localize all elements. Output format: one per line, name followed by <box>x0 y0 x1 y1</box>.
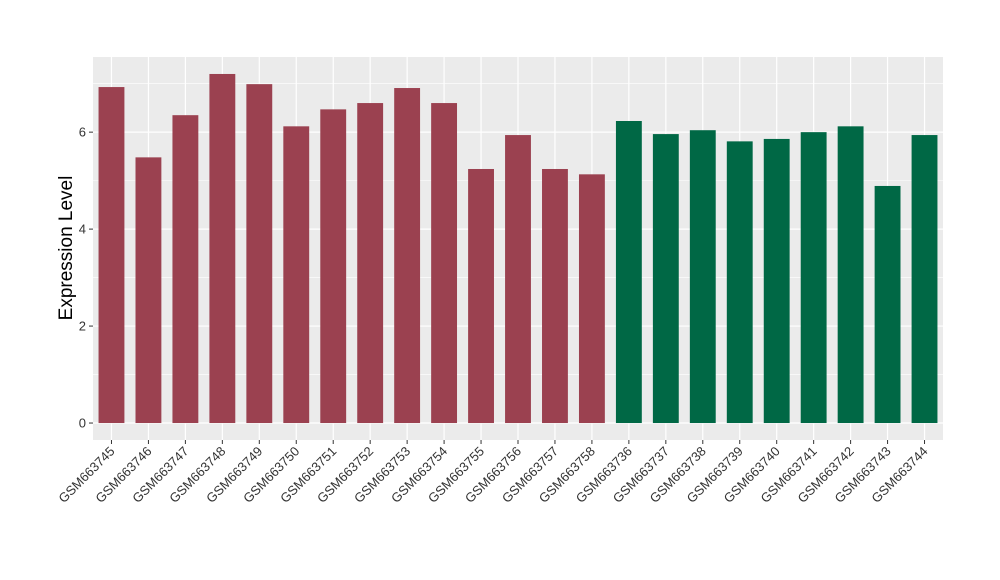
bar-GSM663743 <box>874 185 901 424</box>
bar-GSM663750 <box>283 126 310 424</box>
bar-GSM663752 <box>357 103 384 424</box>
bar-GSM663749 <box>246 84 273 424</box>
y-tick-label: 0 <box>79 416 86 431</box>
bar-GSM663744 <box>911 135 938 424</box>
y-tick-label: 4 <box>79 222 86 237</box>
bar-GSM663742 <box>837 126 864 424</box>
bar-GSM663740 <box>763 138 790 424</box>
y-axis: 0 2 4 6 <box>79 125 93 431</box>
bar-GSM663745 <box>98 87 125 424</box>
bar-GSM663748 <box>209 73 236 424</box>
bar-GSM663754 <box>431 103 458 424</box>
bar-GSM663747 <box>172 115 199 424</box>
x-axis: GSM663745GSM663746GSM663747GSM663748GSM6… <box>55 440 931 506</box>
bar-GSM663738 <box>689 130 716 424</box>
bar-GSM663736 <box>615 120 642 424</box>
bar-GSM663756 <box>505 135 531 424</box>
y-axis-title: Expression Level <box>56 176 77 321</box>
bar-GSM663758 <box>578 174 605 424</box>
bar-GSM663753 <box>394 88 421 424</box>
bar-GSM663741 <box>800 132 827 424</box>
bar-GSM663746 <box>135 157 162 424</box>
bar-GSM663737 <box>652 134 679 424</box>
bar-GSM663757 <box>542 168 568 424</box>
bars <box>98 73 938 424</box>
y-tick-label: 2 <box>79 319 86 334</box>
bar-GSM663739 <box>726 141 753 424</box>
bar-GSM663751 <box>320 109 347 424</box>
bar-GSM663755 <box>468 168 494 424</box>
y-tick-label: 6 <box>79 125 86 140</box>
